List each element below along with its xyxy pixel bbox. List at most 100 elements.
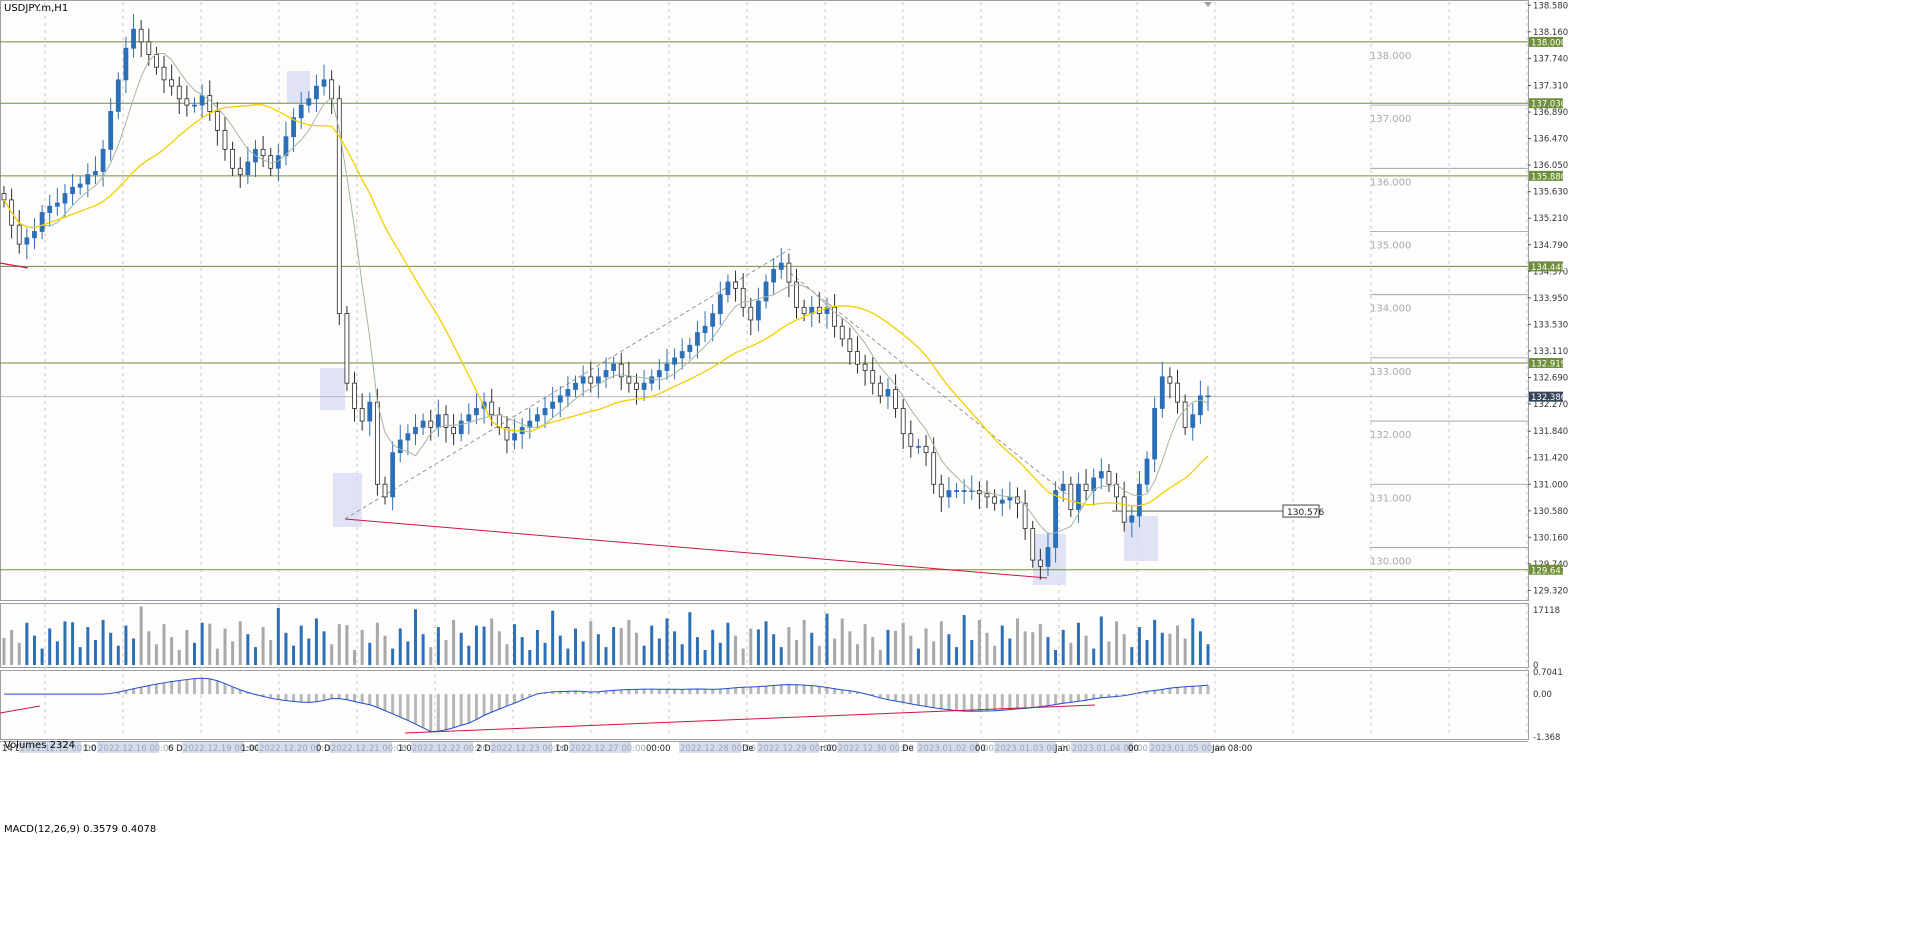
candle-body xyxy=(702,325,708,333)
x-tick-label: 2022.12.22 00:00 xyxy=(412,744,488,754)
candle-body xyxy=(1,193,7,201)
candle-body xyxy=(298,104,304,119)
candle-body xyxy=(54,202,60,207)
candle-body xyxy=(16,224,22,245)
red-trendline-left xyxy=(0,262,29,269)
price-level-tag-label: 134.448 xyxy=(1531,263,1566,273)
x-tick-label: 2023.01.02 00:00 xyxy=(918,744,994,754)
candle-body xyxy=(618,363,624,378)
x-tick-label: 2022.12.20 00:00 xyxy=(259,744,335,754)
price-level-tag-label: 138.000 xyxy=(1531,38,1566,48)
candle-body xyxy=(557,395,563,403)
macd-red-trendline xyxy=(404,704,1096,734)
candle-body xyxy=(1076,483,1081,510)
price-level-tag xyxy=(1529,98,1563,109)
highlight-zone xyxy=(287,71,310,103)
x-tick-label: Jan 08:00 xyxy=(1211,744,1252,754)
candle-body xyxy=(961,490,967,492)
candle-body xyxy=(542,408,548,416)
price-level-tag-label: 129.647 xyxy=(1531,566,1566,576)
macd-label: MACD(12,26,9) 0.3579 0.4078 xyxy=(4,824,157,835)
candle-body xyxy=(1175,382,1180,403)
candle-body xyxy=(504,426,510,441)
x-tick-label: 1:00 xyxy=(241,744,260,754)
candle-body xyxy=(641,382,647,390)
candle-body xyxy=(999,499,1005,504)
candle-body xyxy=(1197,395,1203,416)
candle-body xyxy=(1159,376,1165,409)
candle-body xyxy=(603,370,609,378)
x-tick-label-bg xyxy=(679,742,741,753)
x-tick-label: 6 D xyxy=(168,744,183,754)
y-tick-label: 132.690 xyxy=(1533,373,1568,383)
candle-body xyxy=(214,111,220,131)
candle-body xyxy=(291,117,296,138)
candle-body xyxy=(877,382,883,397)
candle-body xyxy=(687,344,693,352)
candle-body xyxy=(85,174,91,185)
macd-y-tick-label: -1.368 xyxy=(1533,733,1560,743)
candle-body xyxy=(1022,502,1028,529)
x-tick-label: 2022.12.23 00:00 xyxy=(491,744,567,754)
x-tick-label-bg xyxy=(330,742,392,753)
y-tick-label: 137.310 xyxy=(1533,82,1568,92)
x-tick-label: 14 D xyxy=(2,744,23,754)
price-level-tag-label: 137.030 xyxy=(1531,100,1566,110)
y-tick-label: 137.740 xyxy=(1533,54,1568,64)
candle-body xyxy=(47,205,53,213)
candle-body xyxy=(786,262,792,283)
candle-body xyxy=(489,401,495,416)
current-price-tag xyxy=(1529,391,1563,402)
x-tick-label: 2022.12.16 00:00 xyxy=(98,744,174,754)
volume-y-tick-label: 17118 xyxy=(1533,606,1560,616)
round-level-label: 137.000 xyxy=(1370,114,1411,125)
candle-body xyxy=(32,231,37,239)
x-tick-label: 00:00 xyxy=(646,744,671,754)
x-tick-label: 2023.01.04 00:00 xyxy=(1072,744,1148,754)
candle-body xyxy=(199,95,205,106)
candle-body xyxy=(230,148,236,169)
y-tick-label: 138.580 xyxy=(1533,1,1568,11)
candle-body xyxy=(237,167,243,176)
candle-body xyxy=(24,237,30,245)
candle-body xyxy=(984,493,990,498)
candle-body xyxy=(717,294,723,315)
round-level-label: 133.000 xyxy=(1370,367,1411,378)
candle-body xyxy=(329,79,335,100)
candle-body xyxy=(428,420,434,428)
price-level-tag xyxy=(1529,261,1563,272)
candle-body xyxy=(359,408,365,422)
candle-body xyxy=(573,382,578,390)
ma-fast-line xyxy=(3,53,1209,535)
price-level-tag-label: 135.880 xyxy=(1531,172,1566,182)
candle-body xyxy=(611,363,617,371)
candle-body xyxy=(946,490,952,498)
candle-body xyxy=(176,85,182,100)
candle-body xyxy=(306,98,312,106)
candle-body xyxy=(154,54,159,68)
shift-marker-icon xyxy=(1204,2,1212,7)
candle-body xyxy=(367,401,373,422)
x-tick-label-bg xyxy=(837,742,899,753)
x-tick-label-bg xyxy=(97,742,159,753)
candle-body xyxy=(382,483,388,498)
x-tick-label-bg xyxy=(490,742,552,753)
round-level-label: 132.000 xyxy=(1370,430,1411,441)
candle-body xyxy=(954,490,959,492)
candle-body xyxy=(222,129,228,150)
candle-body xyxy=(1068,483,1074,510)
candle-body xyxy=(115,79,121,112)
candle-body xyxy=(344,313,350,384)
candle-body xyxy=(908,433,914,447)
y-tick-label: 134.790 xyxy=(1533,241,1568,251)
candle-body xyxy=(870,370,876,384)
x-tick-label: De xyxy=(902,744,914,754)
x-tick-label: 2023.01.05 00:00 xyxy=(1150,744,1226,754)
candle-body xyxy=(352,382,357,409)
y-tick-label: 130.580 xyxy=(1533,507,1568,517)
x-tick-label: 2023.01.03 00:00 xyxy=(995,744,1071,754)
x-tick-label: Jan xyxy=(1054,744,1068,754)
candle-body xyxy=(634,382,639,390)
